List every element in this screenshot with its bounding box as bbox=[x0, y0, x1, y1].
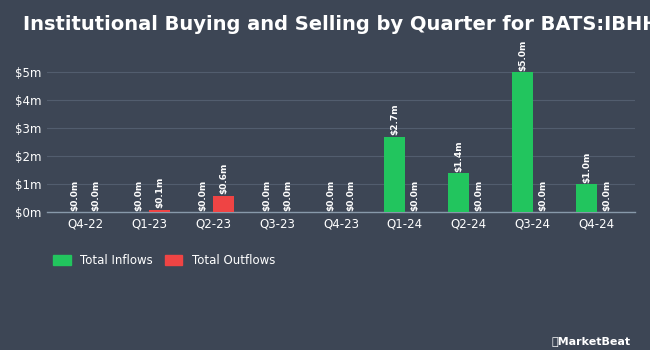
Legend: Total Inflows, Total Outflows: Total Inflows, Total Outflows bbox=[53, 254, 275, 267]
Text: $0.0m: $0.0m bbox=[346, 180, 356, 211]
Text: $0.0m: $0.0m bbox=[135, 180, 144, 211]
Text: $0.0m: $0.0m bbox=[326, 180, 335, 211]
Text: $1.0m: $1.0m bbox=[582, 152, 591, 183]
Text: $0.0m: $0.0m bbox=[538, 180, 547, 211]
Text: $5.0m: $5.0m bbox=[518, 40, 527, 71]
Bar bbox=[512, 72, 533, 212]
Bar bbox=[150, 210, 170, 212]
Text: $0.0m: $0.0m bbox=[283, 180, 292, 211]
Text: $1.4m: $1.4m bbox=[454, 140, 463, 172]
Text: $0.0m: $0.0m bbox=[263, 180, 272, 211]
Text: $2.7m: $2.7m bbox=[390, 104, 399, 135]
Text: $0.0m: $0.0m bbox=[198, 180, 207, 211]
Text: $0.0m: $0.0m bbox=[411, 180, 420, 211]
Text: $0.0m: $0.0m bbox=[603, 180, 612, 211]
Bar bbox=[385, 136, 405, 212]
Text: $0.0m: $0.0m bbox=[474, 180, 484, 211]
Bar bbox=[576, 184, 597, 212]
Text: $0.0m: $0.0m bbox=[91, 180, 100, 211]
Bar bbox=[448, 173, 469, 212]
Text: ⾊MarketBeat: ⾊MarketBeat bbox=[551, 336, 630, 346]
Title: Institutional Buying and Selling by Quarter for BATS:IBHH: Institutional Buying and Selling by Quar… bbox=[23, 15, 650, 34]
Text: $0.1m: $0.1m bbox=[155, 177, 164, 209]
Bar bbox=[213, 196, 233, 212]
Text: $0.6m: $0.6m bbox=[219, 163, 228, 194]
Text: $0.0m: $0.0m bbox=[71, 180, 80, 211]
